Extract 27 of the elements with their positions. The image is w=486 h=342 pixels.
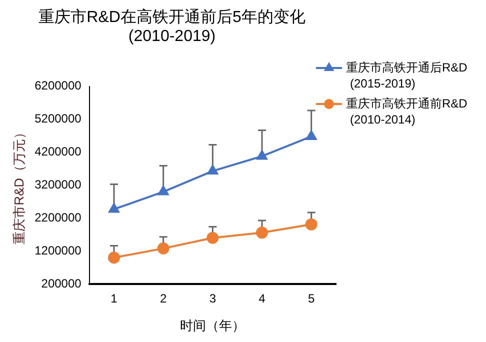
x-tick-label: 4	[258, 292, 266, 306]
chart-title: 重庆市R&D在高铁开通前后5年的变化 (2010-2019)	[38, 8, 306, 46]
legend-label: 重庆市高铁开通前R&D (2010-2014)	[346, 96, 468, 126]
point	[206, 232, 219, 244]
point	[207, 165, 218, 175]
x-axis-title: 时间（年）	[180, 318, 246, 333]
point	[108, 203, 120, 213]
x-tick-label: 2	[160, 292, 167, 306]
point	[157, 242, 170, 254]
x-tick-label: 1	[110, 292, 118, 306]
point	[256, 226, 268, 239]
y-tick-label: 2200000	[34, 210, 82, 224]
point	[256, 150, 268, 160]
point	[158, 186, 169, 196]
legend-label: 重庆市高铁开通后R&D (2015-2019)	[346, 60, 468, 90]
y-tick-label: 200000	[41, 276, 82, 290]
x-tick-label: 3	[209, 292, 216, 306]
point	[108, 252, 120, 264]
y-tick-label: 4200000	[34, 144, 82, 159]
y-axis-title: 重庆市R&D（万元）	[11, 126, 26, 244]
y-tick-label: 3200000	[34, 178, 82, 192]
y-tick-label: 5200000	[34, 112, 82, 126]
y-tick-label: 1200000	[34, 243, 82, 258]
point	[306, 130, 317, 140]
x-tick-label: 5	[308, 292, 315, 306]
point	[305, 218, 318, 230]
y-tick-label: 6200000	[34, 78, 82, 93]
